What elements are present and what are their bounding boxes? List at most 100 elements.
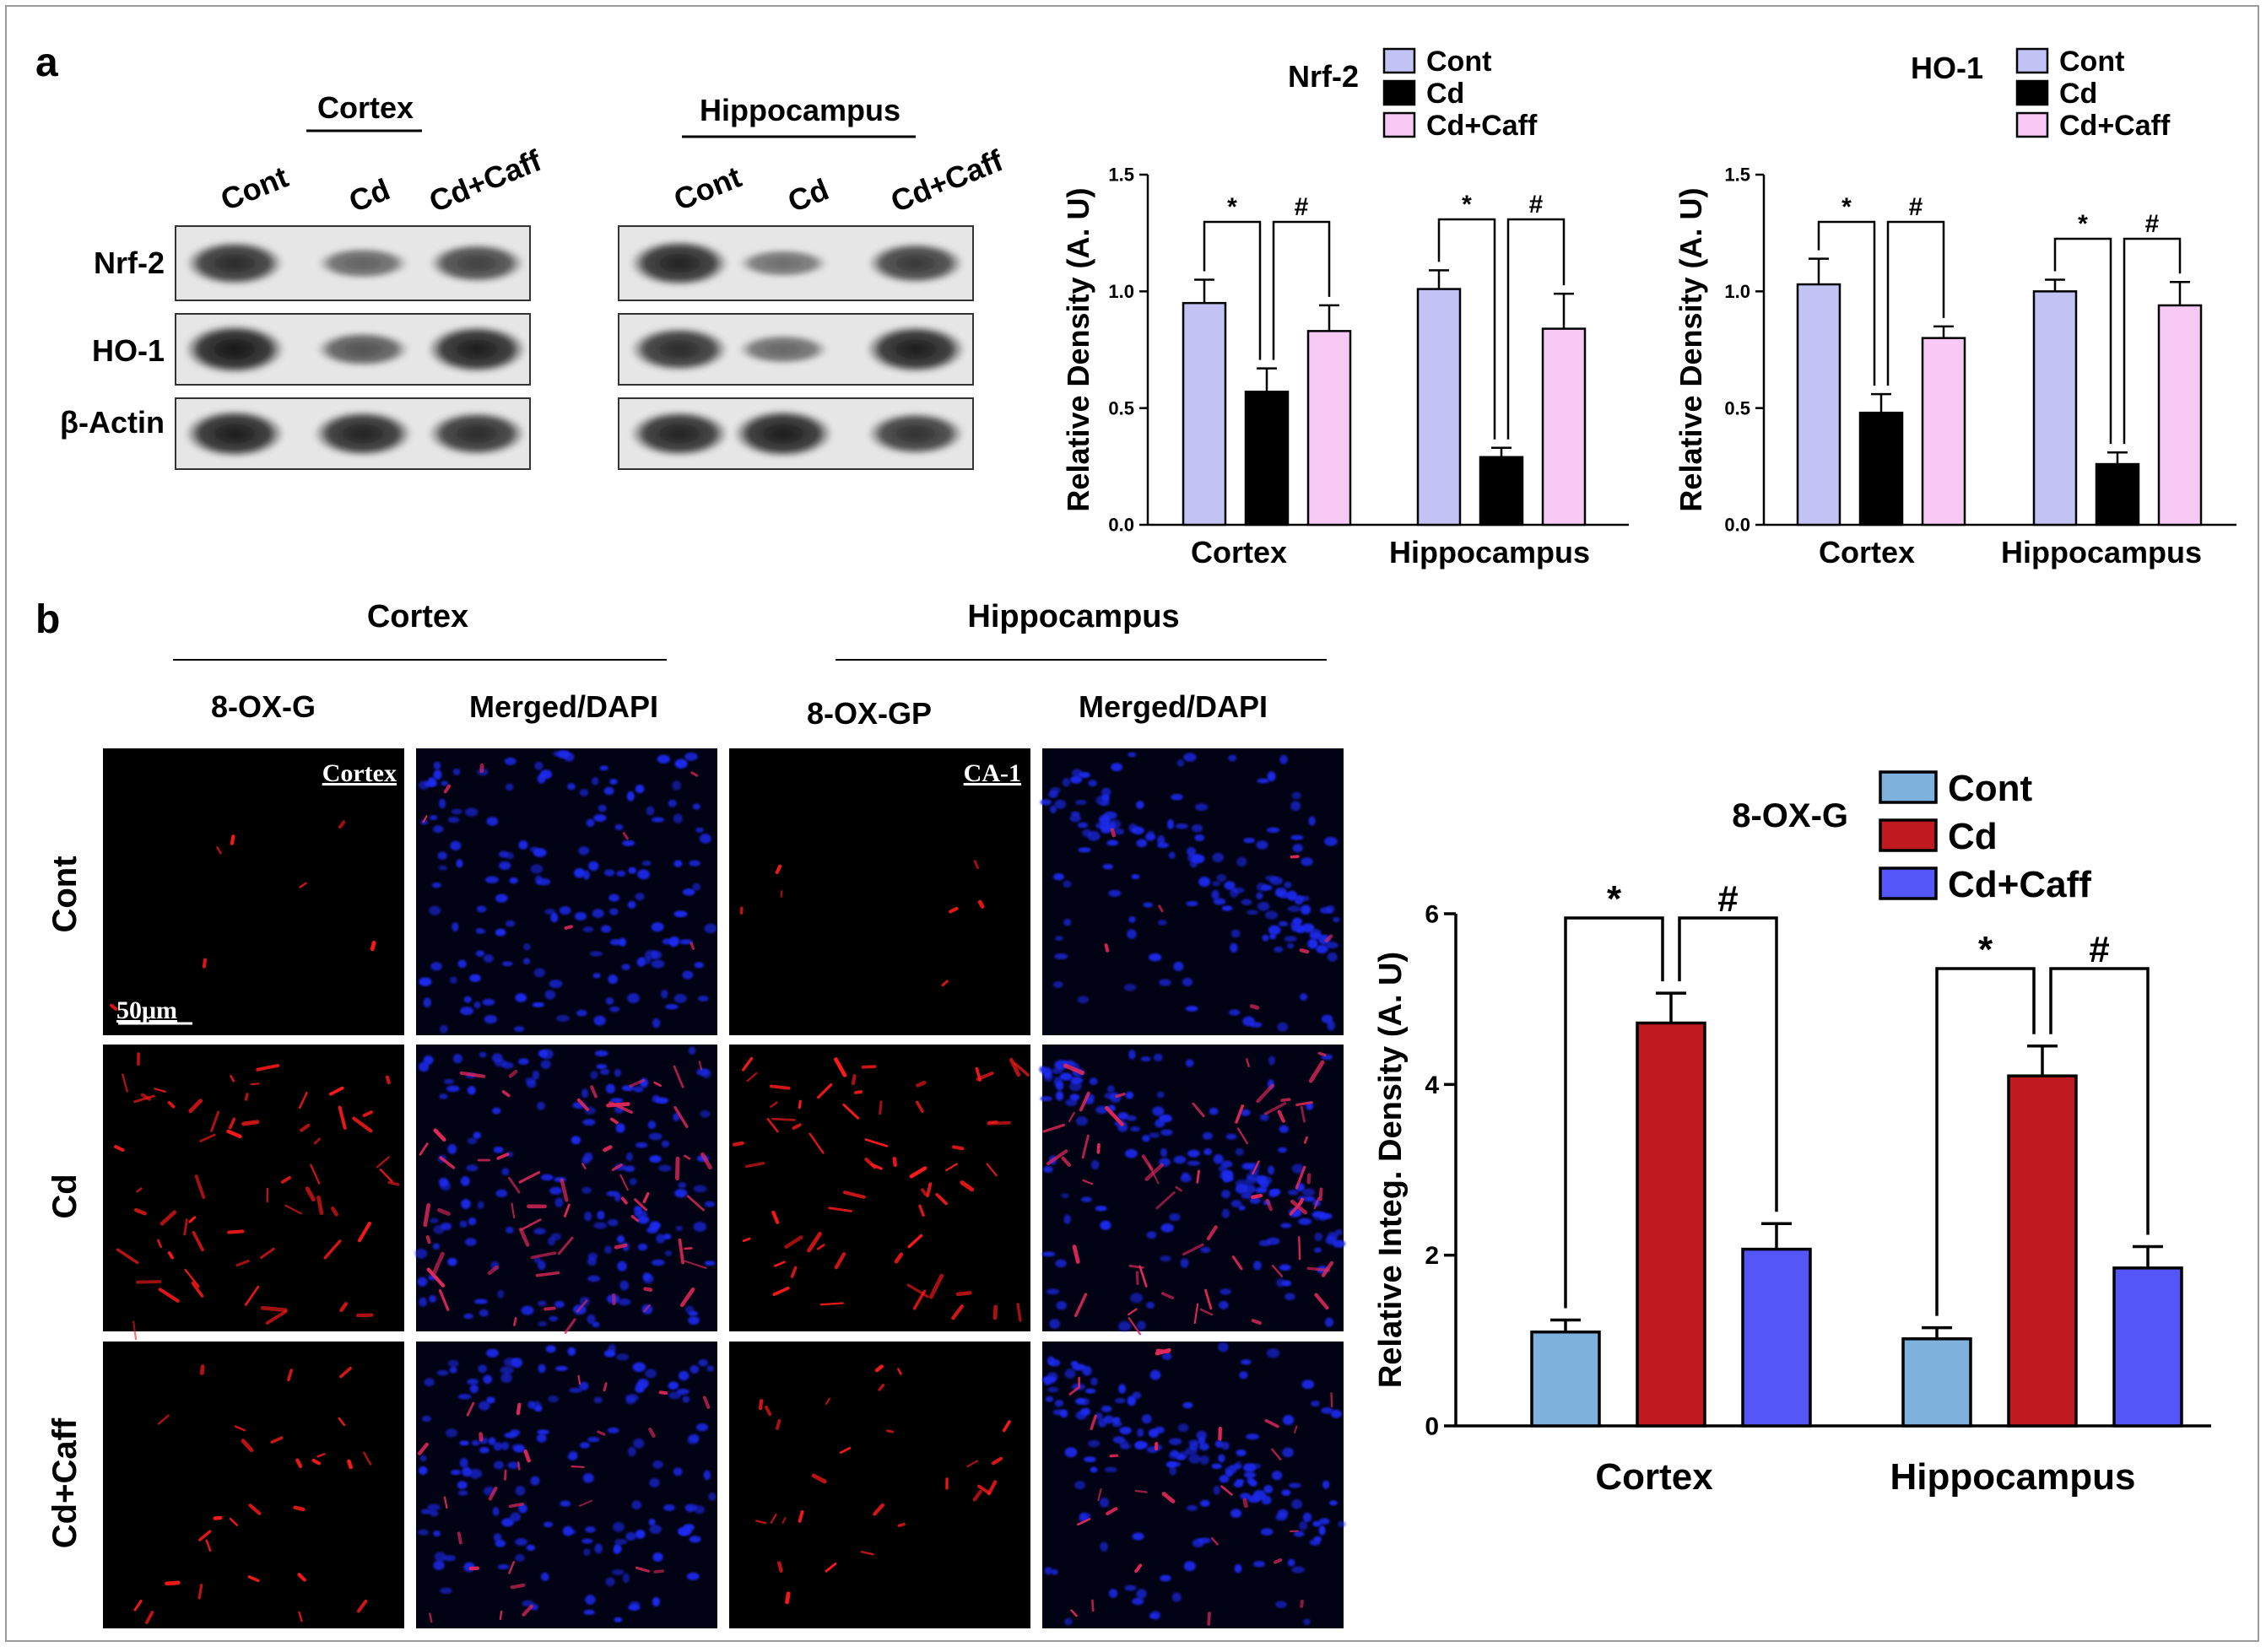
oxg-signal [501,1090,511,1098]
dapi-nucleus [495,1189,508,1198]
oxg-signal [781,1517,787,1525]
dapi-nucleus [652,1018,661,1028]
legend-swatch [1879,818,1938,852]
dapi-nucleus [1072,1363,1086,1371]
oxg-signal [690,942,695,950]
dapi-nucleus [1327,952,1338,962]
y-tick-label: 0 [1425,1413,1439,1441]
dapi-nucleus [452,922,459,931]
dapi-nucleus [1108,1589,1118,1598]
dapi-nucleus [1101,1405,1112,1412]
dapi-nucleus [1063,880,1072,888]
oxg-signal [886,1429,894,1433]
dapi-nucleus [1077,822,1089,829]
dapi-nucleus [593,814,607,822]
dapi-nucleus [463,996,472,1003]
dapi-nucleus [619,937,626,947]
dapi-nucleus [1124,1585,1137,1591]
dapi-nucleus [522,943,531,951]
dapi-nucleus [537,774,546,784]
dapi-nucleus [1335,1228,1343,1236]
dapi-nucleus [1338,1520,1346,1528]
dapi-nucleus [1188,1454,1201,1464]
oxg-signal [157,1414,170,1425]
dapi-nucleus [1042,1376,1057,1382]
oxg-signal [1289,1200,1303,1216]
dapi-nucleus [1148,953,1162,962]
dapi-nucleus [589,951,603,957]
dapi-nucleus [473,1298,488,1304]
dapi-nucleus [647,1120,657,1130]
oxg-signal [608,1101,634,1115]
dapi-nucleus [463,1313,473,1320]
dapi-nucleus [569,1387,582,1393]
oxg-signal [1068,1385,1081,1396]
oxg-signal [811,1473,827,1484]
dapi-nucleus [418,1529,430,1536]
bar-cont [1796,283,1841,526]
dapi-nucleus [424,1378,435,1387]
oxg-signal [227,1229,245,1234]
dapi-nucleus [1292,843,1303,853]
dapi-nucleus [1114,829,1125,835]
if-region-title-cortex: Cortex [367,599,468,634]
dapi-nucleus [1180,1258,1189,1268]
blot-row-label: HO-1 [92,333,165,368]
blot-band [738,249,829,278]
dapi-nucleus [469,1384,479,1394]
oxg-signal [769,1084,791,1090]
dapi-nucleus [596,1064,608,1070]
dapi-nucleus [419,1455,427,1462]
dapi-nucleus [1319,1212,1328,1222]
dapi-nucleus [1149,1613,1159,1619]
dapi-nucleus [672,780,681,791]
oxg-signal [854,1090,863,1094]
oxg-signal [828,1207,852,1212]
oxg-signal [523,1450,531,1463]
dapi-nucleus [533,848,547,857]
dapi-nucleus [587,1437,600,1443]
dapi-nucleus [1246,1175,1257,1185]
significance-bracket [1272,220,1331,360]
dapi-nucleus [1171,793,1183,801]
oxg-signal [658,1390,668,1396]
oxg-signal [352,1116,373,1133]
dapi-nucleus [438,798,446,809]
dapi-nucleus [1186,846,1197,856]
if-column-label: Merged/DAPI [1079,689,1268,724]
dapi-nucleus [479,1447,489,1454]
dapi-nucleus [1253,1261,1262,1271]
dapi-nucleus [1079,771,1090,779]
x-category-label: Hippocampus [1890,1456,2136,1498]
dapi-nucleus [503,1358,517,1367]
dapi-nucleus [447,1359,459,1368]
oxg-signal [499,1610,503,1621]
dapi-nucleus [633,1086,644,1093]
oxg-signal [133,1094,155,1104]
dapi-nucleus [584,1212,592,1222]
dapi-nucleus [607,1427,619,1433]
dapi-nucleus [631,1500,641,1510]
dapi-nucleus [1266,1237,1280,1245]
dapi-nucleus [568,1450,578,1460]
dapi-nucleus [1154,1426,1165,1434]
dapi-nucleus [587,1275,601,1282]
dapi-nucleus [609,778,618,786]
dapi-nucleus [610,1098,624,1104]
oxg-signal [1128,1308,1138,1316]
dapi-nucleus [704,1201,716,1207]
oxg-signal [165,1580,181,1586]
dapi-nucleus [1263,1485,1274,1494]
dapi-nucleus [1062,778,1071,787]
oxg-signal [684,1247,693,1250]
oxg-signal [1242,1498,1248,1509]
oxg-signal [157,1239,162,1248]
dapi-nucleus [479,1309,489,1317]
dapi-nucleus [1111,763,1123,772]
oxg-signal [313,1137,321,1145]
dapi-nucleus [441,780,449,786]
dapi-nucleus [1160,1129,1173,1136]
dapi-nucleus [486,1348,499,1358]
oxg-signal [280,1176,291,1184]
dapi-nucleus [1142,1135,1150,1142]
